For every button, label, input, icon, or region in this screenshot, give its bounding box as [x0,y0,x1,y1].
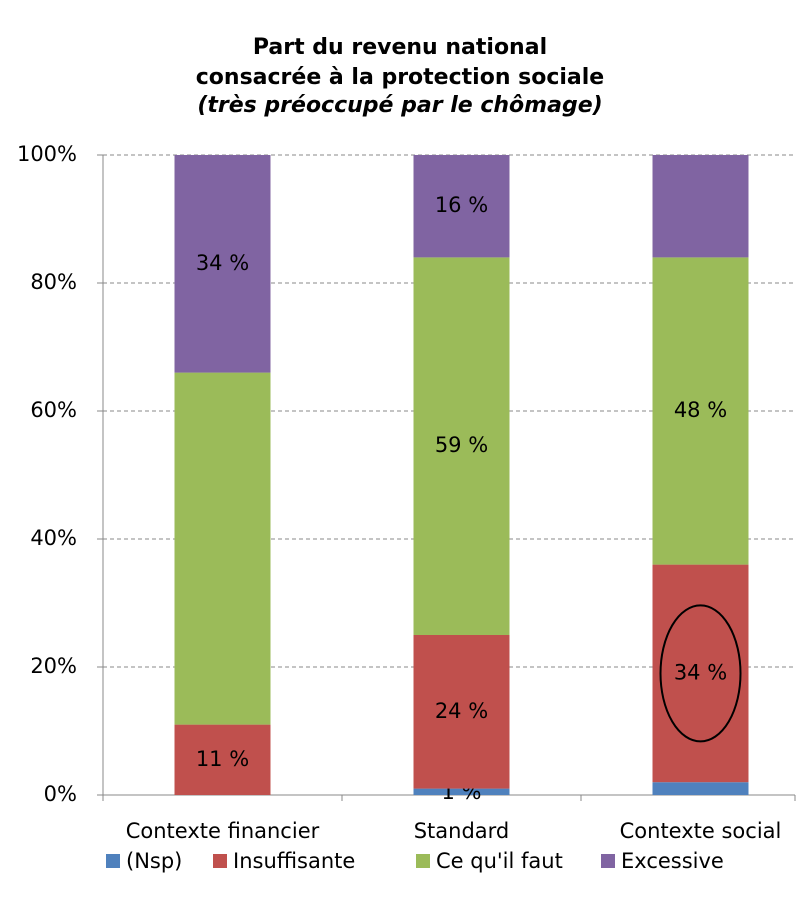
data-label: 24 % [435,699,488,723]
chart-title: Part du revenu national [253,35,547,60]
bar-segment [652,257,749,565]
bar-segment [652,782,749,795]
legend-swatch [213,854,227,868]
legend-swatch [416,854,430,868]
data-label: 34 % [196,251,249,275]
bar-segment [413,788,510,795]
chart-subtitle: (très préoccupé par le chômage) [197,93,602,118]
y-tick-label: 80% [30,270,77,294]
data-label: 34 % [674,660,727,684]
legend-swatch [106,854,120,868]
bar-segment [652,564,749,783]
legend-swatch [601,854,615,868]
bar-segment [413,155,510,258]
annotation-circle [659,604,742,743]
x-tick-label: Standard [414,819,510,843]
data-label: 16 % [435,193,488,217]
chart-title: consacrée à la protection sociale [196,65,604,90]
y-tick-label: 100% [17,142,77,166]
legend-label: Ce qu'il faut [436,849,563,873]
data-label: 59 % [435,433,488,457]
legend-label: (Nsp) [126,849,182,873]
bar-segment [652,155,749,258]
legend-label: Excessive [621,849,724,873]
bar-segment [174,372,271,725]
legend-label: Insuffisante [233,849,355,873]
bar-segment [413,635,510,789]
y-tick-label: 0% [44,782,77,806]
bar-segment [174,724,271,795]
y-tick-label: 40% [30,526,77,550]
y-tick-label: 60% [30,398,77,422]
bar-segment [174,155,271,373]
bar-segment [413,257,510,635]
data-label: 48 % [674,398,727,422]
data-label: 11 % [196,747,249,771]
y-tick-label: 20% [30,654,77,678]
x-tick-label: Contexte social [620,819,782,843]
x-tick-label: Contexte financier [126,819,320,843]
